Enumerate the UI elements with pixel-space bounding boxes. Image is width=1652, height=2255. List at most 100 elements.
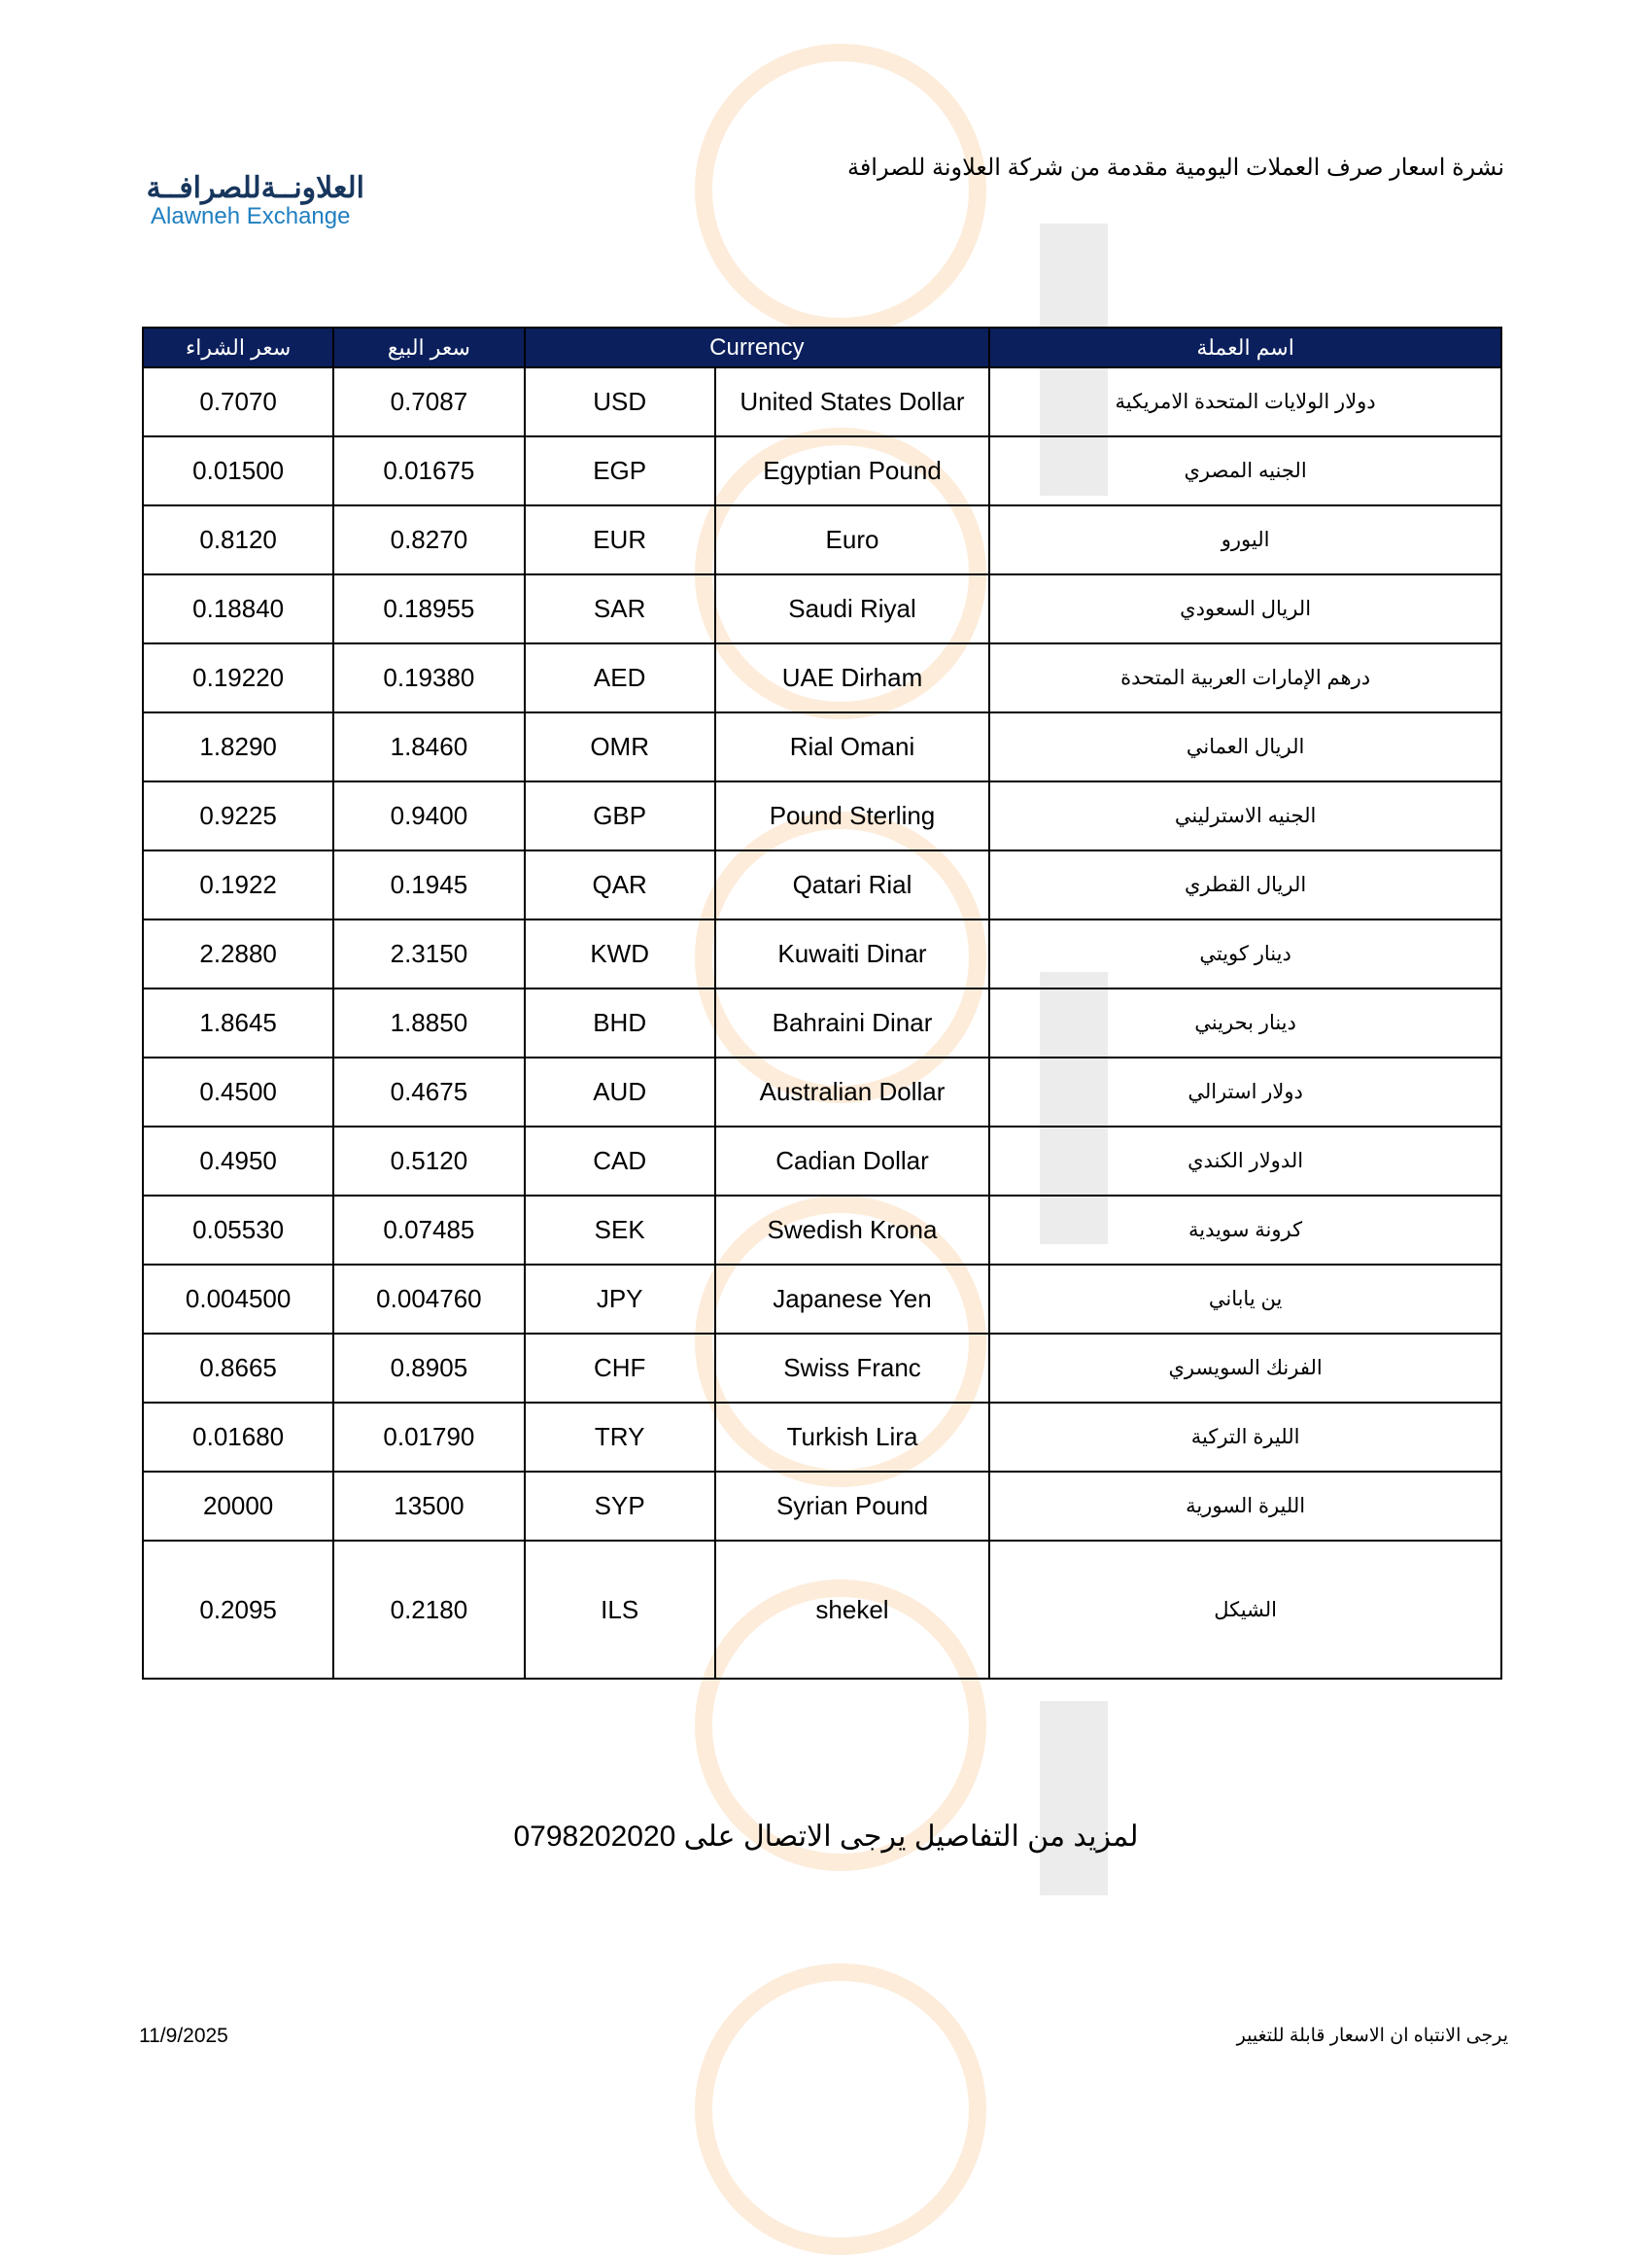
header-name-ar: اسم العملة <box>988 327 1502 368</box>
currency-code: AUD <box>523 1057 716 1128</box>
currency-code: SYP <box>523 1471 716 1542</box>
header-buy: سعر الشراء <box>141 327 335 368</box>
currency-name-ar: ين ياباني <box>988 1264 1502 1335</box>
buy-rate: 0.18840 <box>141 573 335 644</box>
currency-name-en: Pound Sterling <box>713 781 991 851</box>
buy-rate: 0.01500 <box>141 435 335 506</box>
currency-name-ar: اليورو <box>988 504 1502 575</box>
bulletin-date: 11/9/2025 <box>139 2025 228 2047</box>
currency-code: ILS <box>523 1540 716 1680</box>
logo-english: Alawneh Exchange <box>151 203 351 229</box>
sell-rate: 0.19380 <box>332 642 526 713</box>
currency-code: EUR <box>523 504 716 575</box>
table-row: 0.05530 0.07485 SEK Swedish Krona كرونة سويد… <box>141 1195 1502 1266</box>
sell-rate: 2.3150 <box>332 919 526 989</box>
exchange-rates-table: سعر الشراء سعر البيع Currency اسم العملة… <box>141 327 1502 1680</box>
currency-code: SEK <box>523 1195 716 1266</box>
currency-code: JPY <box>523 1264 716 1335</box>
currency-name-ar: الفرنك السويسري <box>988 1333 1502 1404</box>
currency-name-ar: كرونة سويدية <box>988 1195 1502 1266</box>
currency-name-ar: دينار كويتي <box>988 919 1502 989</box>
buy-rate: 0.8665 <box>141 1333 335 1404</box>
header-currency: Currency <box>523 327 991 368</box>
buy-rate: 0.9225 <box>141 781 335 851</box>
table-row: 0.4500 0.4675 AUD Australian Dollar دولار اس… <box>141 1057 1502 1128</box>
currency-name-ar: درهم الإمارات العربية المتحدة <box>988 642 1502 713</box>
sell-rate: 0.9400 <box>332 781 526 851</box>
currency-code: OMR <box>523 711 716 782</box>
buy-rate: 20000 <box>141 1471 335 1542</box>
currency-name-en: UAE Dirham <box>713 642 991 713</box>
currency-name-ar: دولار الولايات المتحدة الامريكية <box>988 366 1502 437</box>
currency-name-ar: دينار بحريني <box>988 988 1502 1058</box>
currency-name-ar: الدولار الكندي <box>988 1126 1502 1197</box>
currency-name-en: Cadian Dollar <box>713 1126 991 1197</box>
currency-name-en: Australian Dollar <box>713 1057 991 1128</box>
table-row: 0.01680 0.01790 TRY Turkish Lira الليرة التر… <box>141 1402 1502 1473</box>
currency-name-ar: الجنيه المصري <box>988 435 1502 506</box>
currency-code: USD <box>523 366 716 437</box>
currency-name-en: Euro <box>713 504 991 575</box>
table-row: 1.8645 1.8850 BHD Bahraini Dinar دينار بحرين… <box>141 988 1502 1058</box>
table-row: 0.004500 0.004760 JPY Japanese Yen ين ياباني <box>141 1264 1502 1335</box>
buy-rate: 0.19220 <box>141 642 335 713</box>
sell-rate: 1.8460 <box>332 711 526 782</box>
currency-name-en: Syrian Pound <box>713 1471 991 1542</box>
sell-rate: 13500 <box>332 1471 526 1542</box>
currency-name-ar: الشيكل <box>988 1540 1502 1680</box>
currency-name-ar: الجنيه الاسترليني <box>988 781 1502 851</box>
currency-code: GBP <box>523 781 716 851</box>
currency-code: CHF <box>523 1333 716 1404</box>
table-row: 0.01500 0.01675 EGP Egyptian Pound الجنيه ال… <box>141 435 1502 506</box>
currency-name-en: Qatari Rial <box>713 850 991 920</box>
table-row: 0.2095 0.2180 ILS shekel الشيكل <box>141 1540 1502 1680</box>
sell-rate: 0.7087 <box>332 366 526 437</box>
table-row: 0.8120 0.8270 EUR Euro اليورو <box>141 504 1502 575</box>
table-row: 0.1922 0.1945 QAR Qatari Rial الريال القطري <box>141 850 1502 920</box>
currency-name-en: Kuwaiti Dinar <box>713 919 991 989</box>
sell-rate: 0.5120 <box>332 1126 526 1197</box>
currency-name-en: Japanese Yen <box>713 1264 991 1335</box>
currency-code: KWD <box>523 919 716 989</box>
table-row: 0.18840 0.18955 SAR Saudi Riyal الريال السعو… <box>141 573 1502 644</box>
company-logo: العلاونــةللصرافــة Alawneh Exchange <box>146 172 364 229</box>
sell-rate: 1.8850 <box>332 988 526 1058</box>
logo-arabic: العلاونــةللصرافــة <box>146 172 364 204</box>
sell-rate: 0.2180 <box>332 1540 526 1680</box>
buy-rate: 0.4950 <box>141 1126 335 1197</box>
sell-rate: 0.8905 <box>332 1333 526 1404</box>
table-row: 0.9225 0.9400 GBP Pound Sterling الجنيه الاس… <box>141 781 1502 851</box>
sell-rate: 0.18955 <box>332 573 526 644</box>
header-sell: سعر البيع <box>332 327 526 368</box>
currency-name-en: Egyptian Pound <box>713 435 991 506</box>
currency-name-en: Swedish Krona <box>713 1195 991 1266</box>
currency-name-ar: دولار استرالي <box>988 1057 1502 1128</box>
buy-rate: 0.1922 <box>141 850 335 920</box>
sell-rate: 0.01675 <box>332 435 526 506</box>
currency-code: QAR <box>523 850 716 920</box>
table-row: 2.2880 2.3150 KWD Kuwaiti Dinar دينار كويتي <box>141 919 1502 989</box>
currency-name-en: Rial Omani <box>713 711 991 782</box>
currency-code: CAD <box>523 1126 716 1197</box>
currency-name-ar: الريال السعودي <box>988 573 1502 644</box>
currency-name-en: Turkish Lira <box>713 1402 991 1473</box>
table-row: 0.4950 0.5120 CAD Cadian Dollar الدولار الكن… <box>141 1126 1502 1197</box>
currency-name-en: Bahraini Dinar <box>713 988 991 1058</box>
table-row: 0.7070 0.7087 USD United States Dollar دولار… <box>141 366 1502 437</box>
currency-code: BHD <box>523 988 716 1058</box>
currency-name-ar: الريال العماني <box>988 711 1502 782</box>
buy-rate: 0.7070 <box>141 366 335 437</box>
buy-rate: 1.8645 <box>141 988 335 1058</box>
currency-code: AED <box>523 642 716 713</box>
currency-name-en: Swiss Franc <box>713 1333 991 1404</box>
buy-rate: 0.4500 <box>141 1057 335 1128</box>
table-row: 20000 13500 SYP Syrian Pound الليرة السورية <box>141 1471 1502 1542</box>
buy-rate: 2.2880 <box>141 919 335 989</box>
buy-rate: 0.01680 <box>141 1402 335 1473</box>
table-row: 1.8290 1.8460 OMR Rial Omani الريال العماني <box>141 711 1502 782</box>
sell-rate: 0.1945 <box>332 850 526 920</box>
buy-rate: 1.8290 <box>141 711 335 782</box>
sell-rate: 0.8270 <box>332 504 526 575</box>
contact-line: لمزيد من التفاصيل يرجى الاتصال على 07982… <box>513 1821 1139 1853</box>
sell-rate: 0.4675 <box>332 1057 526 1128</box>
